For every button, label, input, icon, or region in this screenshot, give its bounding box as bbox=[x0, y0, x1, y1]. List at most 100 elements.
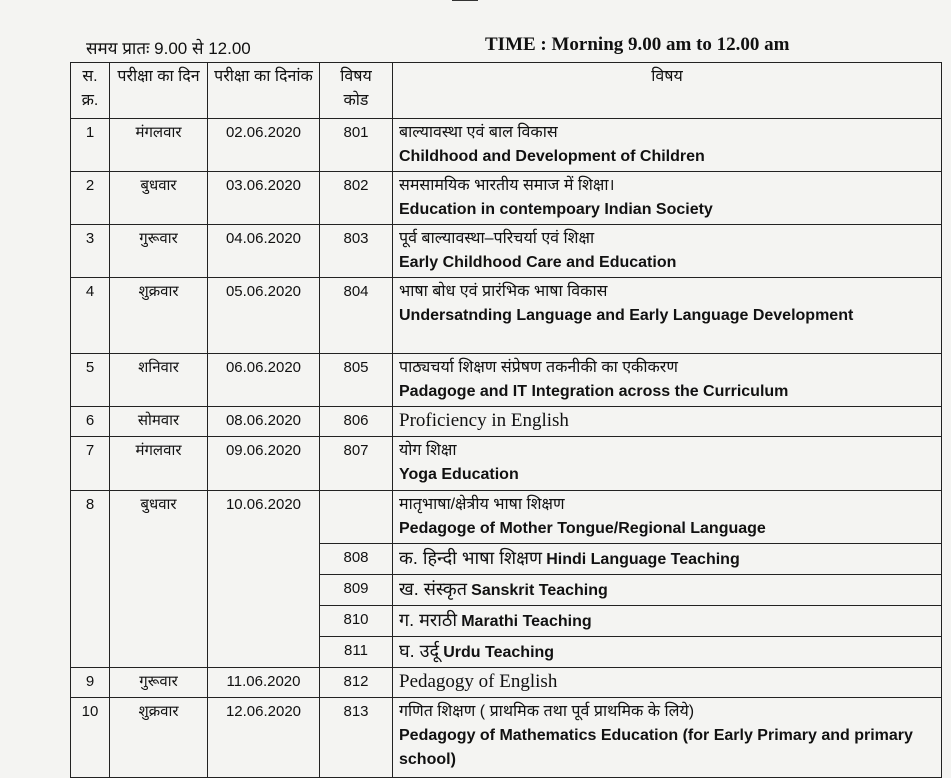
exam-day: शुक्रवार bbox=[109, 277, 208, 354]
subject: गणित शिक्षण ( प्राथमिक तथा पूर्व प्राथमि… bbox=[392, 697, 942, 778]
exam-day: गुरूवार bbox=[109, 224, 208, 278]
subject-hindi: मातृभाषा/क्षेत्रीय भाषा शिक्षण bbox=[399, 496, 565, 513]
subject-english: Pedagogy of English bbox=[399, 671, 558, 692]
exam-day: मंगलवार bbox=[109, 118, 208, 172]
serial-number: 1 bbox=[70, 118, 110, 172]
subject-english: Pedagoge of Mother Tongue/Regional Langu… bbox=[399, 520, 766, 537]
subject: Proficiency in English bbox=[392, 406, 942, 437]
subject-code: 812 bbox=[319, 667, 393, 698]
exam-date: 09.06.2020 bbox=[207, 436, 320, 491]
serial-number: 2 bbox=[70, 171, 110, 225]
serial-number: 9 bbox=[70, 667, 110, 698]
subject-hindi: पूर्व बाल्यावस्था–परिचर्या एवं शिक्षा bbox=[399, 230, 595, 247]
subject-english: Urdu Teaching bbox=[443, 644, 555, 661]
subject-hindi: पाठ्यचर्या शिक्षण संप्रेषण तकनीकी का एकी… bbox=[399, 359, 678, 376]
subject-english: Early Childhood Care and Education bbox=[399, 254, 677, 271]
serial-number: 7 bbox=[70, 436, 110, 491]
exam-date: 08.06.2020 bbox=[207, 406, 320, 437]
subject-code: 801 bbox=[319, 118, 393, 172]
subject-hindi: ग. मराठी bbox=[399, 610, 458, 630]
serial-number: 10 bbox=[70, 697, 110, 778]
serial-number: 6 bbox=[70, 406, 110, 437]
table-subrow: 809 ख. संस्कृत Sanskrit Teaching bbox=[71, 574, 942, 606]
subject-code: 802 bbox=[319, 171, 393, 225]
exam-day: मंगलवार bbox=[109, 436, 208, 491]
serial-number: 5 bbox=[70, 353, 110, 407]
serial-number: 8 bbox=[70, 490, 110, 668]
subject-english: Proficiency in English bbox=[399, 410, 569, 431]
header-day: परीक्षा का दिन bbox=[109, 62, 208, 119]
subject: मातृभाषा/क्षेत्रीय भाषा शिक्षण Pedagoge o… bbox=[392, 490, 942, 544]
header-row: स. क्र. परीक्षा का दिन परीक्षा का दिनांक… bbox=[70, 62, 942, 119]
exam-day: शुक्रवार bbox=[109, 697, 208, 778]
header-sr: स. क्र. bbox=[70, 62, 110, 119]
subject: ख. संस्कृत Sanskrit Teaching bbox=[392, 574, 942, 606]
time-hindi: समय प्रातः 9.00 से 12.00 bbox=[86, 39, 251, 58]
table-row: 5 शनिवार 06.06.2020 805 पाठ्यचर्या शिक्षण सं… bbox=[70, 353, 942, 407]
exam-day: बुधवार bbox=[109, 490, 208, 668]
subject: भाषा बोध एवं प्रारंभिक भाषा विकास Undersa… bbox=[392, 277, 942, 354]
subject-code bbox=[319, 490, 393, 544]
title-underline bbox=[452, 0, 478, 1]
table-subrow: 808 क. हिन्दी भाषा शिक्षण Hindi Language … bbox=[71, 543, 942, 575]
subject-code: 811 bbox=[319, 636, 393, 668]
subject-english: Marathi Teaching bbox=[461, 613, 592, 630]
exam-schedule-table: स. क्र. परीक्षा का दिन परीक्षा का दिनांक… bbox=[70, 62, 942, 778]
subject-english: Yoga Education bbox=[399, 466, 519, 483]
exam-date: 05.06.2020 bbox=[207, 277, 320, 354]
subject: ग. मराठी Marathi Teaching bbox=[392, 605, 942, 637]
subject-code: 813 bbox=[319, 697, 393, 778]
table-row: 6 सोमवार 08.06.2020 806 Proficiency in Engli… bbox=[70, 406, 942, 437]
table-subrow: 810 ग. मराठी Marathi Teaching bbox=[71, 605, 942, 637]
exam-date: 12.06.2020 bbox=[207, 697, 320, 778]
exam-date: 06.06.2020 bbox=[207, 353, 320, 407]
subject-code: 808 bbox=[319, 543, 393, 575]
subject-hindi: ख. संस्कृत bbox=[399, 579, 467, 599]
exam-date: 02.06.2020 bbox=[207, 118, 320, 172]
subject: घ. उर्दू Urdu Teaching bbox=[392, 636, 942, 668]
table-row: 10 शुक्रवार 12.06.2020 813 गणित शिक्षण ( प्र… bbox=[70, 697, 942, 778]
time-english: TIME : Morning 9.00 am to 12.00 am bbox=[485, 34, 790, 55]
subject: समसामयिक भारतीय समाज में शिक्षा। Educatio… bbox=[392, 171, 942, 225]
exam-date: 04.06.2020 bbox=[207, 224, 320, 278]
subject-code: 803 bbox=[319, 224, 393, 278]
exam-day: शनिवार bbox=[109, 353, 208, 407]
exam-date: 03.06.2020 bbox=[207, 171, 320, 225]
table-row: 7 मंगलवार 09.06.2020 807 योग शिक्षा Yoga Educ… bbox=[70, 436, 942, 491]
table-row: 3 गुरूवार 04.06.2020 803 पूर्व बाल्यावस्था–प… bbox=[70, 224, 942, 278]
subject-code: 806 bbox=[319, 406, 393, 437]
subject-hindi: बाल्यावस्था एवं बाल विकास bbox=[399, 124, 558, 141]
exam-date: 10.06.2020 bbox=[207, 490, 320, 668]
subject-english: Pedagogy of Mathematics Education (for E… bbox=[399, 727, 913, 768]
subject-english: Padagoge and IT Integration across the C… bbox=[399, 383, 789, 400]
header-date: परीक्षा का दिनांक bbox=[207, 62, 320, 119]
subject-english: Hindi Language Teaching bbox=[546, 551, 740, 568]
subject: क. हिन्दी भाषा शिक्षण Hindi Language Tea… bbox=[392, 543, 942, 575]
subject: बाल्यावस्था एवं बाल विकास Childhood and D… bbox=[392, 118, 942, 172]
subject: योग शिक्षा Yoga Education bbox=[392, 436, 942, 491]
subject: पूर्व बाल्यावस्था–परिचर्या एवं शिक्षा Ear… bbox=[392, 224, 942, 278]
subject-hindi: घ. उर्दू bbox=[399, 641, 440, 661]
table-row: 2 बुधवार 03.06.2020 802 समसामयिक भारतीय समाज… bbox=[70, 171, 942, 225]
subject-code: 809 bbox=[319, 574, 393, 606]
subject-hindi: गणित शिक्षण ( प्राथमिक तथा पूर्व प्राथमि… bbox=[399, 703, 695, 720]
subject-code: 805 bbox=[319, 353, 393, 407]
subject-english: Undersatnding Language and Early Languag… bbox=[399, 307, 854, 324]
subject-hindi: क. हिन्दी भाषा शिक्षण bbox=[399, 548, 543, 568]
exam-day: गुरूवार bbox=[109, 667, 208, 698]
serial-number: 4 bbox=[70, 277, 110, 354]
subject-english: Childhood and Development of Children bbox=[399, 148, 705, 165]
subject: पाठ्यचर्या शिक्षण संप्रेषण तकनीकी का एकी… bbox=[392, 353, 942, 407]
subject-english: Education in contempoary Indian Society bbox=[399, 201, 713, 218]
serial-number: 3 bbox=[70, 224, 110, 278]
exam-day: सोमवार bbox=[109, 406, 208, 437]
subject-hindi: भाषा बोध एवं प्रारंभिक भाषा विकास bbox=[399, 283, 608, 300]
subject-code: 810 bbox=[319, 605, 393, 637]
table-row: 8 बुधवार 10.06.2020 मातृभाषा/क्षेत्रीय भाषा… bbox=[70, 490, 942, 668]
header-subject: विषय bbox=[392, 62, 942, 119]
table-row: 9 गुरूवार 11.06.2020 812 Pedagogy of English bbox=[70, 667, 942, 698]
subject-hindi: समसामयिक भारतीय समाज में शिक्षा। bbox=[399, 177, 615, 194]
table-row: 1 मंगलवार 02.06.2020 801 बाल्यावस्था एवं बाल… bbox=[70, 118, 942, 172]
table-row: 4 शुक्रवार 05.06.2020 804 भाषा बोध एवं प्रार… bbox=[70, 277, 942, 354]
subject: Pedagogy of English bbox=[392, 667, 942, 698]
